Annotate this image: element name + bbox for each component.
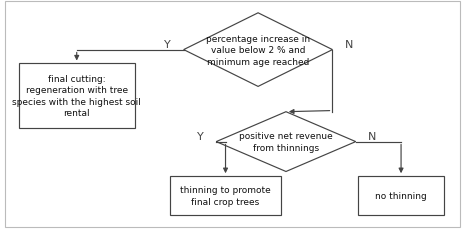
Text: N: N (368, 131, 376, 141)
FancyBboxPatch shape (19, 64, 135, 128)
FancyBboxPatch shape (358, 176, 444, 215)
Text: Y: Y (164, 40, 171, 50)
FancyBboxPatch shape (170, 176, 281, 215)
Text: final cutting:
regeneration with tree
species with the highest soil
rental: final cutting: regeneration with tree sp… (12, 75, 141, 118)
Text: no thinning: no thinning (375, 191, 427, 200)
Text: thinning to promote
final crop trees: thinning to promote final crop trees (180, 186, 271, 206)
Text: Y: Y (197, 131, 203, 141)
FancyBboxPatch shape (5, 2, 460, 227)
Text: N: N (345, 40, 353, 50)
Text: positive net revenue
from thinnings: positive net revenue from thinnings (239, 132, 333, 152)
Text: percentage increase in
value below 2 % and
minimum age reached: percentage increase in value below 2 % a… (206, 35, 310, 66)
